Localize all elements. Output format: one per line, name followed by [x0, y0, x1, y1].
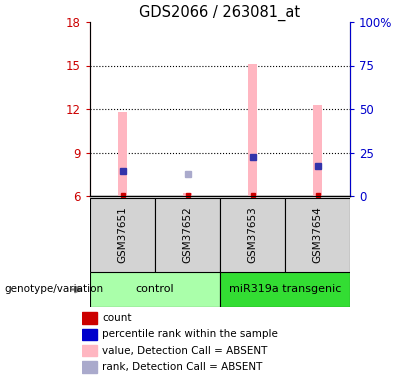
Bar	[285, 198, 350, 272]
Text: GSM37654: GSM37654	[312, 207, 323, 263]
Bar	[81, 361, 97, 373]
Bar	[312, 105, 323, 196]
Text: GSM37653: GSM37653	[247, 207, 257, 263]
Bar	[183, 193, 192, 196]
Bar	[118, 112, 127, 196]
Text: miR319a transgenic: miR319a transgenic	[229, 285, 341, 294]
Text: GSM37652: GSM37652	[183, 207, 192, 263]
Text: value, Detection Call = ABSENT: value, Detection Call = ABSENT	[102, 346, 268, 355]
Title: GDS2066 / 263081_at: GDS2066 / 263081_at	[139, 4, 301, 21]
Bar	[81, 328, 97, 340]
Text: control: control	[136, 285, 174, 294]
Bar	[248, 64, 257, 196]
Bar	[90, 272, 220, 307]
Bar	[81, 312, 97, 324]
Text: count: count	[102, 313, 132, 323]
Bar	[220, 198, 285, 272]
Bar	[220, 272, 350, 307]
Bar	[90, 198, 155, 272]
Text: genotype/variation: genotype/variation	[4, 285, 103, 294]
Bar	[81, 345, 97, 357]
Text: percentile rank within the sample: percentile rank within the sample	[102, 329, 278, 339]
Bar	[155, 198, 220, 272]
Text: rank, Detection Call = ABSENT: rank, Detection Call = ABSENT	[102, 362, 262, 372]
Text: GSM37651: GSM37651	[118, 207, 128, 263]
